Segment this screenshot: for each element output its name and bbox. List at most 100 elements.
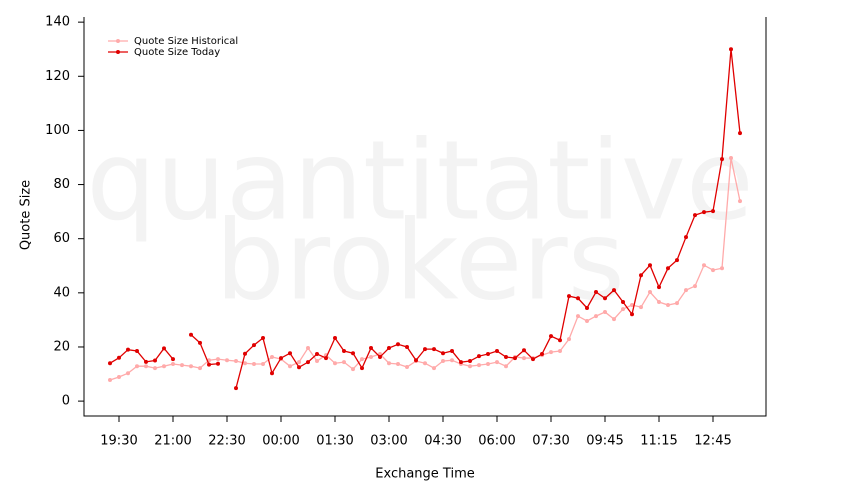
data-point <box>333 361 337 366</box>
data-point <box>621 307 625 312</box>
data-point <box>306 346 310 351</box>
data-point <box>297 360 301 365</box>
data-point <box>657 300 661 305</box>
data-point <box>558 338 562 343</box>
data-point <box>252 343 256 348</box>
data-point <box>666 303 670 308</box>
data-point <box>414 358 418 363</box>
y-tick-label: 140 <box>45 15 70 30</box>
data-point <box>738 131 742 136</box>
legend-label: Quote Size Historical <box>134 36 238 47</box>
data-point <box>504 354 508 359</box>
data-point <box>108 377 112 382</box>
data-point <box>306 360 310 365</box>
data-point <box>675 301 679 306</box>
data-point <box>432 347 436 352</box>
data-point <box>639 273 643 278</box>
legend-marker <box>116 39 120 43</box>
y-axis-label: Quote Size <box>19 180 34 250</box>
x-tick-label: 03:00 <box>370 434 407 449</box>
data-point <box>423 361 427 366</box>
data-point <box>405 365 409 370</box>
data-point <box>369 346 373 351</box>
data-point <box>180 363 184 368</box>
data-point <box>684 235 688 240</box>
y-tick-label: 100 <box>45 123 70 138</box>
data-point <box>117 355 121 360</box>
data-point <box>108 361 112 366</box>
data-point <box>684 288 688 293</box>
data-point <box>576 296 580 301</box>
x-tick-label: 22:30 <box>208 434 245 449</box>
data-point <box>144 359 148 364</box>
data-point <box>333 336 337 341</box>
data-point <box>702 210 706 215</box>
data-point <box>639 305 643 310</box>
data-point <box>594 290 598 295</box>
data-point <box>225 358 229 363</box>
data-point <box>189 332 193 337</box>
y-tick-label: 20 <box>53 339 70 354</box>
data-point <box>486 352 490 357</box>
data-point <box>432 366 436 371</box>
data-point <box>243 361 247 366</box>
data-point <box>603 310 607 315</box>
x-tick-label: 04:30 <box>424 434 461 449</box>
x-tick-label: 11:15 <box>640 434 677 449</box>
data-point <box>522 348 526 353</box>
data-point <box>621 300 625 305</box>
data-point <box>360 366 364 371</box>
data-point <box>567 294 571 299</box>
data-point <box>558 349 562 354</box>
data-point <box>288 364 292 369</box>
data-point <box>342 360 346 365</box>
data-point <box>198 340 202 345</box>
data-point <box>243 351 247 356</box>
data-point <box>171 357 175 362</box>
data-point <box>549 334 553 339</box>
data-point <box>315 359 319 364</box>
data-point <box>234 386 238 391</box>
data-point <box>594 314 598 319</box>
y-tick-label: 0 <box>62 394 70 409</box>
data-point <box>477 363 481 368</box>
data-point <box>252 362 256 367</box>
data-point <box>423 347 427 352</box>
data-point <box>216 357 220 362</box>
data-point <box>648 290 652 295</box>
data-point <box>468 364 472 369</box>
data-point <box>378 354 382 359</box>
watermark: brokers <box>215 196 625 324</box>
data-point <box>612 288 616 293</box>
data-point <box>189 364 193 369</box>
data-point <box>378 352 382 357</box>
data-point <box>666 266 670 271</box>
data-point <box>207 362 211 367</box>
data-point <box>531 357 535 362</box>
x-tick-label: 19:30 <box>100 434 137 449</box>
data-point <box>603 296 607 301</box>
data-point <box>135 349 139 354</box>
data-point <box>351 351 355 356</box>
data-point <box>657 285 661 290</box>
data-point <box>270 371 274 376</box>
data-point <box>288 351 292 356</box>
x-tick-label: 12:45 <box>694 434 731 449</box>
data-point <box>234 359 238 364</box>
data-point <box>630 312 634 317</box>
data-point <box>369 354 373 359</box>
data-point <box>387 346 391 351</box>
legend-label: Quote Size Today <box>134 47 220 58</box>
data-point <box>504 364 508 369</box>
data-point <box>315 352 319 357</box>
data-point <box>711 268 715 273</box>
data-point <box>171 362 175 367</box>
data-point <box>126 371 130 376</box>
data-point <box>441 359 445 364</box>
data-point <box>126 347 130 352</box>
data-point <box>153 366 157 371</box>
data-point <box>387 361 391 366</box>
data-point <box>117 375 121 380</box>
x-tick-label: 00:00 <box>262 434 299 449</box>
